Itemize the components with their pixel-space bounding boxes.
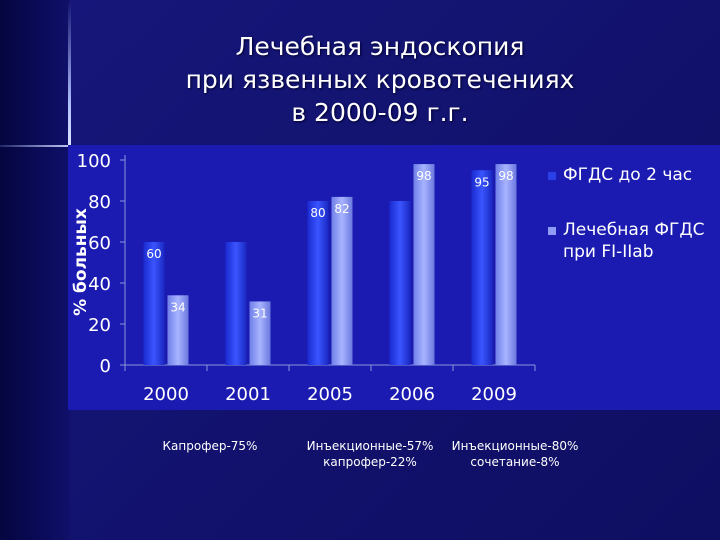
legend-swatch-2 [548,227,556,235]
bar-2000-series-1 [143,242,165,365]
y-tick-label: 40 [88,274,111,295]
data-label: 82 [334,202,349,216]
data-label: 80 [310,206,325,220]
decor-vertical-line [68,0,71,150]
title-line-2: при язвенных кровотечениях [185,65,575,94]
data-label: 98 [498,169,513,183]
bar-2009-series-1 [471,170,493,365]
slide-title: Лечебная эндоскопия при язвенных кровоте… [120,30,640,129]
legend-label-2: Лечебная ФГДС [563,220,705,240]
decor-horizontal-line [0,145,130,147]
bar-2006-series-1 [389,201,411,365]
title-line-3: в 2000-09 г.г. [291,98,469,127]
y-axis-label: % больных [71,208,91,316]
note-2005-line-1: Инъекционные-57% [306,439,434,453]
note-2009-line-1: Инъекционные-80% [451,439,579,453]
note-2005: Инъекционные-57% капрофер-22% [295,438,445,470]
data-label: 34 [170,300,185,314]
bar-2001-series-2 [249,301,271,365]
x-tick-label: 2000 [143,384,189,405]
y-tick-label: 0 [100,356,111,377]
title-line-1: Лечебная эндоскопия [235,32,525,61]
bar-2001-series-1 [225,242,247,365]
note-2000: Капрофер-75% [150,438,270,454]
bar-2009-series-2 [495,164,517,365]
bar-2000-series-2 [167,295,189,365]
bar-2005-series-1 [307,201,329,365]
data-label: 95 [474,175,489,189]
y-tick-label: 60 [88,233,111,254]
legend-swatch-1 [548,172,556,180]
y-tick-label: 80 [88,192,111,213]
x-tick-label: 2009 [471,384,517,405]
bar-2006-series-2 [413,164,435,365]
data-label: 60 [146,247,161,261]
bar-2005-series-2 [331,196,353,365]
data-label: 31 [252,306,267,320]
y-tick-label: 100 [77,151,111,172]
slide-left-band [0,0,70,540]
note-2009: Инъекционные-80% сочетание-8% [440,438,590,470]
x-tick-label: 2006 [389,384,435,405]
y-tick-label: 20 [88,315,111,336]
data-label: 98 [416,169,431,183]
note-2005-line-2: капрофер-22% [323,455,417,469]
note-2000-line-1: Капрофер-75% [162,439,258,453]
note-2009-line-2: сочетание-8% [470,455,560,469]
x-tick-label: 2001 [225,384,271,405]
legend-label-1: ФГДС до 2 час [563,165,692,185]
legend-label-2: при FI-IIab [563,242,654,262]
x-tick-label: 2005 [307,384,353,405]
